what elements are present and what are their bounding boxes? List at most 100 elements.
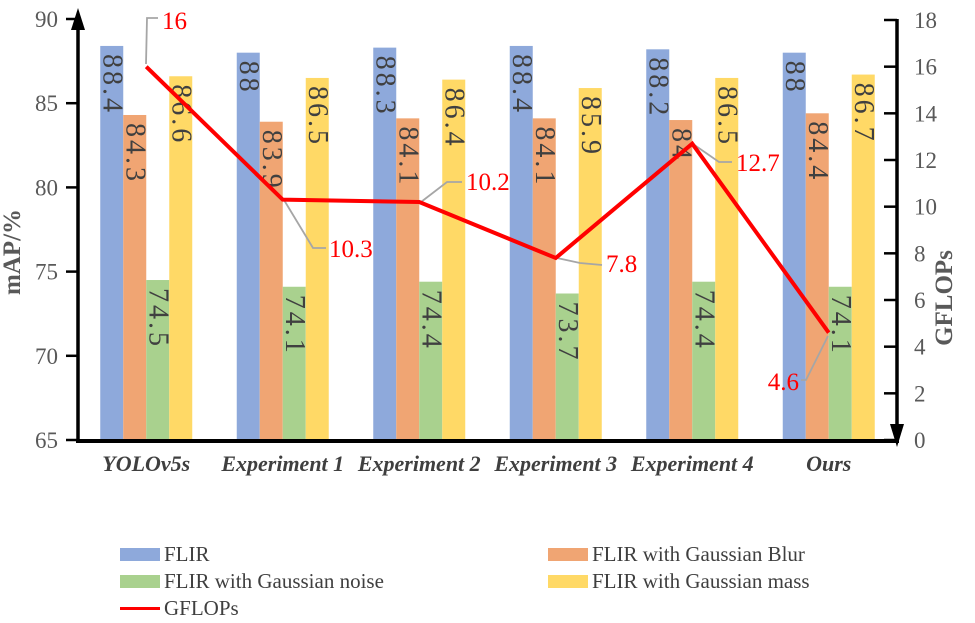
legend-label: FLIR with Gaussian Blur bbox=[592, 542, 805, 566]
bar-value-label: 74.1 bbox=[825, 295, 856, 356]
category-label: Experiment 4 bbox=[630, 451, 754, 476]
legend-label: FLIR with Gaussian noise bbox=[164, 569, 384, 593]
category-label: Ours bbox=[806, 451, 851, 476]
legend-item-flir: FLIR bbox=[120, 541, 548, 568]
bar-series-1 bbox=[532, 118, 556, 440]
bar-series-3 bbox=[169, 76, 193, 441]
bar-series-2 bbox=[146, 280, 170, 440]
bar-series-2 bbox=[828, 286, 852, 440]
legend-swatch-flir-noise bbox=[120, 575, 160, 588]
right-axis-tick-label: 16 bbox=[914, 55, 937, 80]
bar-value-label: 86.6 bbox=[165, 84, 196, 145]
annotation-leader-line bbox=[283, 199, 326, 249]
left-axis-arrow-up-icon bbox=[71, 8, 85, 30]
right-axis-tick-label: 0 bbox=[914, 428, 926, 453]
bar-series-3 bbox=[715, 77, 739, 440]
bar-series-0 bbox=[782, 52, 806, 441]
left-axis-tick-label: 80 bbox=[35, 175, 58, 200]
right-axis-tick-label: 4 bbox=[914, 335, 926, 360]
bar-series-2 bbox=[419, 281, 443, 440]
right-axis-tick-label: 12 bbox=[914, 148, 937, 173]
legend-swatch-flir bbox=[120, 548, 160, 561]
legend-item-flir-noise: FLIR with Gaussian noise bbox=[120, 568, 548, 595]
right-axis-title: GFLOPs bbox=[931, 250, 958, 346]
gflops-annotation: 10.3 bbox=[329, 236, 373, 263]
bar-value-label: 86.5 bbox=[302, 86, 333, 147]
legend-swatch-flir-mass bbox=[548, 575, 588, 588]
bar-value-label: 83.9 bbox=[256, 130, 287, 191]
bar-value-label: 88.4 bbox=[96, 54, 127, 115]
bar-value-label: 74.5 bbox=[142, 288, 173, 349]
gflops-annotation: 16 bbox=[162, 8, 187, 35]
bar-value-label: 74.4 bbox=[688, 290, 719, 351]
bar-value-label: 86.5 bbox=[711, 86, 742, 147]
right-axis-tick-label: 10 bbox=[914, 195, 937, 220]
left-axis-tick-label: 70 bbox=[35, 344, 58, 369]
bar-value-label: 74.1 bbox=[279, 295, 310, 356]
bar-value-label: 88.4 bbox=[506, 54, 537, 115]
left-axis-tick-label: 90 bbox=[35, 7, 58, 32]
chart-legend: FLIR FLIR with Gaussian Blur FLIR with G… bbox=[120, 541, 810, 622]
bar-value-label: 86.7 bbox=[848, 83, 879, 144]
right-axis-tick-label: 2 bbox=[914, 381, 926, 406]
bar-series-2 bbox=[282, 286, 306, 440]
gflops-annotation: 7.8 bbox=[606, 251, 637, 278]
bar-series-3 bbox=[851, 74, 875, 441]
bar-series-1 bbox=[669, 120, 693, 440]
category-label: Experiment 1 bbox=[220, 451, 344, 476]
annotation-leader-line bbox=[692, 143, 732, 163]
chart-plot-area: 65 70 75 80 85 90 0 2 4 6 8 10 12 14 16 18 mAP/% GFLOPs 88… bbox=[0, 7, 958, 476]
right-axis-tick-label: 14 bbox=[914, 101, 938, 126]
right-axis-tick-label: 18 bbox=[914, 8, 937, 33]
legend-item-gflops: GFLOPs bbox=[120, 595, 548, 622]
bar-value-label: 84.1 bbox=[392, 126, 423, 187]
legend-item-flir-blur: FLIR with Gaussian Blur bbox=[548, 541, 810, 568]
legend-item-flir-mass: FLIR with Gaussian mass bbox=[548, 568, 810, 595]
left-axis-tick-label: 65 bbox=[35, 428, 58, 453]
bar-value-label: 84.1 bbox=[529, 126, 560, 187]
bar-series-2 bbox=[555, 293, 579, 440]
category-label: Experiment 3 bbox=[493, 451, 617, 476]
bar-value-label: 73.7 bbox=[552, 301, 583, 362]
bar-series-1 bbox=[805, 113, 829, 440]
bar-value-label: 88.3 bbox=[369, 56, 400, 117]
bar-value-label: 88 bbox=[233, 61, 264, 95]
legend-label: FLIR with Gaussian mass bbox=[592, 569, 810, 593]
annotation-leader-line bbox=[145, 17, 158, 65]
bar-value-label: 88.2 bbox=[642, 57, 673, 118]
bar-series-1 bbox=[396, 118, 420, 440]
bar-value-label: 88 bbox=[779, 61, 810, 95]
left-axis-tick-label: 85 bbox=[35, 91, 58, 116]
right-axis-tick-label: 8 bbox=[914, 241, 926, 266]
left-axis-title: mAP/% bbox=[0, 209, 26, 295]
bar-value-label: 84.4 bbox=[802, 121, 833, 182]
bar-series-1 bbox=[123, 114, 147, 440]
right-axis-tick-label: 6 bbox=[914, 288, 926, 313]
annotation-leader-line bbox=[420, 181, 462, 203]
legend-line-swatch-gflops bbox=[120, 607, 160, 610]
left-axis-tick-label: 75 bbox=[35, 260, 58, 285]
gflops-annotation: 4.6 bbox=[768, 369, 799, 396]
bar-series-3 bbox=[305, 77, 329, 440]
bar-value-label: 85.9 bbox=[575, 96, 606, 157]
right-axis-arrow-down-icon bbox=[890, 424, 904, 447]
gflops-annotation: 12.7 bbox=[736, 150, 780, 177]
gflops-line bbox=[144, 65, 831, 334]
bar-series-1 bbox=[259, 121, 283, 440]
bar-series-3 bbox=[442, 79, 466, 441]
gflops-annotation: 10.2 bbox=[466, 169, 510, 196]
legend-label: GFLOPs bbox=[164, 596, 239, 620]
annotation-leader-line bbox=[801, 335, 829, 381]
bar-series-2 bbox=[692, 281, 716, 440]
bar-value-label: 84.3 bbox=[119, 123, 150, 184]
bar-value-label: 74.4 bbox=[415, 290, 446, 351]
bar-series-0 bbox=[373, 47, 397, 441]
bar-series-0 bbox=[100, 45, 124, 440]
annotation-leader-line bbox=[556, 257, 603, 266]
category-label: Experiment 2 bbox=[357, 451, 481, 476]
legend-swatch-flir-blur bbox=[548, 548, 588, 561]
bar-series-0 bbox=[646, 49, 670, 440]
legend-label: FLIR bbox=[164, 542, 210, 566]
bar-value-label: 86.4 bbox=[438, 88, 469, 149]
